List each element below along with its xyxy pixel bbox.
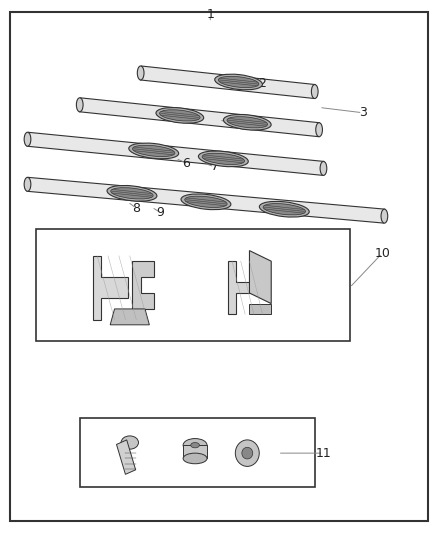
Polygon shape — [27, 177, 385, 223]
Ellipse shape — [198, 151, 248, 167]
Polygon shape — [110, 309, 149, 325]
Polygon shape — [27, 132, 324, 175]
Text: 10: 10 — [374, 247, 390, 260]
Bar — [184, 445, 207, 458]
Text: 8: 8 — [132, 201, 140, 215]
Ellipse shape — [185, 196, 227, 207]
Ellipse shape — [218, 76, 259, 87]
Ellipse shape — [263, 204, 305, 215]
Text: 2: 2 — [258, 77, 266, 90]
Ellipse shape — [111, 188, 153, 199]
Polygon shape — [140, 66, 315, 99]
Ellipse shape — [202, 153, 244, 165]
Ellipse shape — [381, 209, 388, 223]
Text: 9: 9 — [156, 206, 164, 219]
Polygon shape — [79, 98, 320, 136]
Ellipse shape — [181, 194, 231, 209]
Ellipse shape — [242, 447, 253, 459]
Text: 11: 11 — [315, 447, 331, 459]
Ellipse shape — [183, 453, 207, 464]
Bar — [36, 229, 350, 341]
Ellipse shape — [107, 185, 157, 201]
Ellipse shape — [156, 108, 204, 123]
Polygon shape — [228, 261, 262, 314]
Ellipse shape — [316, 123, 322, 136]
Text: 1: 1 — [206, 8, 214, 21]
Ellipse shape — [215, 74, 262, 90]
Text: 7: 7 — [211, 160, 219, 173]
Ellipse shape — [121, 436, 138, 449]
Ellipse shape — [129, 143, 179, 159]
Bar — [117, 440, 136, 474]
Text: 4: 4 — [235, 117, 243, 130]
Ellipse shape — [320, 161, 327, 175]
Ellipse shape — [24, 132, 31, 146]
Ellipse shape — [137, 66, 144, 80]
Ellipse shape — [133, 146, 175, 157]
Text: 3: 3 — [359, 106, 367, 119]
Polygon shape — [93, 256, 127, 319]
Ellipse shape — [223, 115, 271, 130]
Ellipse shape — [259, 201, 309, 217]
Text: 6: 6 — [182, 157, 190, 169]
Text: 5: 5 — [256, 117, 265, 130]
Ellipse shape — [183, 439, 207, 452]
Bar — [250, 304, 271, 314]
Ellipse shape — [227, 117, 268, 128]
Ellipse shape — [311, 85, 318, 99]
Polygon shape — [132, 261, 154, 309]
Ellipse shape — [191, 442, 199, 448]
Ellipse shape — [24, 177, 31, 191]
Ellipse shape — [235, 440, 259, 466]
Ellipse shape — [76, 98, 83, 112]
Polygon shape — [250, 251, 271, 304]
Bar — [80, 418, 315, 487]
Ellipse shape — [159, 110, 200, 121]
